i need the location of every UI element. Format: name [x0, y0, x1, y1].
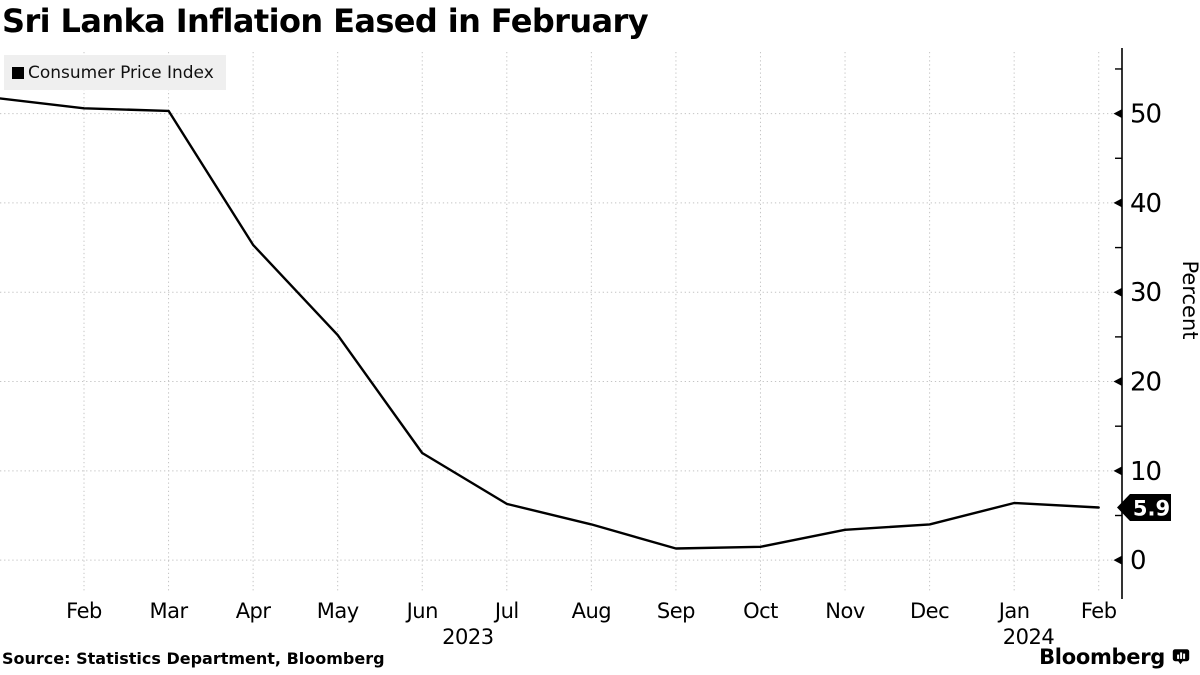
x-tick-label: Jul	[493, 599, 519, 623]
y-axis-major-tick	[1113, 377, 1122, 387]
y-tick-label: 50	[1130, 100, 1161, 130]
x-tick-label: Oct	[743, 599, 778, 623]
x-tick-label: Dec	[910, 599, 949, 623]
y-tick-label: 0	[1130, 546, 1146, 576]
x-tick-label: Aug	[572, 599, 612, 623]
x-year-label: 2024	[1003, 625, 1055, 649]
legend-swatch-icon	[12, 66, 24, 79]
y-axis-major-tick	[1113, 466, 1122, 476]
bloomberg-chart-bubble-icon	[1172, 649, 1190, 665]
y-tick-label: 30	[1130, 278, 1161, 308]
x-tick-label: May	[317, 599, 359, 623]
bloomberg-logo-text: Bloomberg	[1039, 645, 1165, 669]
x-tick-label: Mar	[149, 599, 188, 623]
chart-title: Sri Lanka Inflation Eased in February	[2, 2, 649, 40]
x-tick-label: Sep	[657, 599, 695, 623]
x-tick-label: Feb	[66, 599, 102, 623]
last-value-tag	[1117, 493, 1171, 521]
source-note: Source: Statistics Department, Bloomberg	[2, 649, 385, 668]
y-axis-major-tick	[1113, 109, 1122, 119]
y-tick-label: 40	[1130, 189, 1161, 219]
y-axis-major-tick	[1113, 287, 1122, 297]
legend-chip: Consumer Price Index	[4, 55, 226, 90]
x-tick-label: Jan	[997, 599, 1030, 623]
cpi-data-line	[0, 97, 1100, 550]
y-axis-title: Percent	[1178, 260, 1200, 339]
last-value-label: 5.9	[1133, 496, 1170, 520]
y-tick-label: 20	[1130, 368, 1161, 398]
x-tick-label: Apr	[236, 599, 272, 623]
legend-label: Consumer Price Index	[28, 62, 214, 83]
y-axis-major-tick	[1113, 198, 1122, 208]
x-tick-label: Nov	[825, 599, 865, 623]
bloomberg-logo: Bloomberg	[1039, 645, 1190, 669]
y-tick-label: 10	[1130, 457, 1161, 487]
x-tick-label: Feb	[1081, 599, 1117, 623]
x-tick-label: Jun	[405, 599, 438, 623]
x-year-label: 2023	[442, 625, 493, 649]
y-axis-major-tick	[1113, 555, 1122, 565]
